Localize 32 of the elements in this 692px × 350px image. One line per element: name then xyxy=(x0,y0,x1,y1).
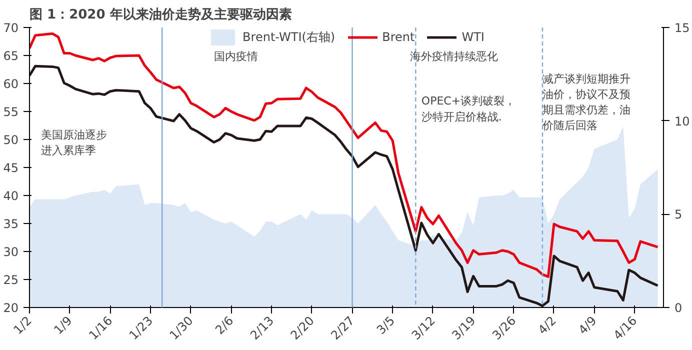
y-tick-label: 45 xyxy=(3,161,19,175)
annotation: OPEC+谈判破裂，沙特开启价格战. xyxy=(421,94,516,124)
y-tick-label: 25 xyxy=(3,273,19,287)
y2-tick-label: 15 xyxy=(674,21,690,35)
line-series xyxy=(30,64,659,308)
line-series xyxy=(30,32,659,278)
chart-title: 图 1：2020 年以来油价走势及主要驱动因素 xyxy=(30,6,292,22)
x-tick-label: 3/5 xyxy=(374,314,398,338)
y2-tick-label: 10 xyxy=(674,114,690,128)
y-tick-label: 55 xyxy=(3,105,19,119)
y-tick-label: 20 xyxy=(3,301,19,315)
y-tick-label: 30 xyxy=(3,245,19,259)
annotation: 国内疫情 xyxy=(214,50,258,63)
annotation: 减产谈判短期推升油价，协议不及预期且需求仍差，油价随后回落 xyxy=(541,72,630,132)
y-tick-label: 60 xyxy=(3,77,19,91)
annotation: 美国原油逐步进入累库季 xyxy=(41,128,108,157)
y-tick-label: 35 xyxy=(3,217,19,231)
x-tick-label: 1/2 xyxy=(10,314,34,338)
y2-tick-label: 0 xyxy=(674,301,682,315)
legend-label: WTI xyxy=(462,30,484,44)
x-tick-label: 1/9 xyxy=(51,314,75,338)
y-tick-label: 40 xyxy=(3,189,19,203)
annotation: 海外疫情持续恶化 xyxy=(410,50,498,63)
x-tick-label: 4/9 xyxy=(576,314,600,338)
x-tick-label: 4/2 xyxy=(535,314,559,338)
legend-label: Brent xyxy=(382,30,415,44)
y2-tick-label: 5 xyxy=(674,208,682,222)
y-tick-label: 65 xyxy=(3,49,19,63)
x-tick-label: 2/6 xyxy=(212,314,236,338)
legend-label: Brent-WTI(右轴) xyxy=(242,28,336,46)
y-tick-label: 70 xyxy=(3,21,19,35)
y-tick-label: 50 xyxy=(3,133,19,147)
